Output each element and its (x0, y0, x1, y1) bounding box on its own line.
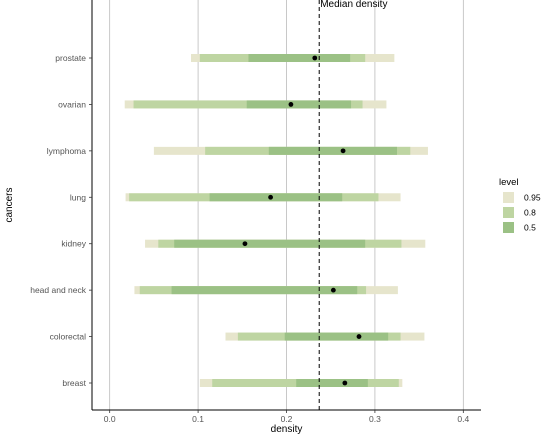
interval-ovarian-0.5 (246, 100, 352, 109)
x-axis-title: density (271, 424, 303, 435)
median-reference-label: Median density (320, 0, 387, 10)
median-point-breast (342, 380, 348, 386)
x-tick-label-2: 0.2 (281, 414, 293, 424)
legend-items: 0.95 0.8 0.5 (503, 192, 541, 233)
interval-breast-0.5 (296, 379, 368, 387)
y-tick-label-lung: lung (70, 192, 86, 202)
median-point-head-and-neck (330, 287, 336, 293)
y-tick-label-prostate: prostate (55, 53, 86, 63)
x-tick-labels: 0.0 0.1 0.2 0.3 0.4 (104, 414, 470, 424)
y-tick-label-colorectal: colorectal (50, 332, 86, 342)
y-tick-label-breast: breast (62, 378, 86, 388)
legend-label-0.5: 0.5 (524, 223, 536, 233)
legend-swatch-0.95 (503, 192, 514, 203)
median-point-colorectal (356, 334, 362, 339)
y-tick-label-head-and-neck: head and neck (30, 285, 87, 295)
interval-lymphoma-0.5 (268, 146, 398, 155)
median-point-lung (268, 194, 273, 200)
interval-lung-0.5 (209, 193, 343, 202)
y-tick-labels: breast colorectal head and neck kidney lung l… (30, 53, 87, 388)
x-tick-label-4: 0.4 (457, 414, 469, 424)
legend-title: level (499, 177, 519, 188)
median-points (242, 55, 362, 386)
legend: level 0.95 0.8 0.5 (499, 177, 541, 233)
median-point-ovarian (288, 102, 294, 107)
legend-label-0.95: 0.95 (524, 193, 541, 203)
interval-bars (124, 54, 428, 387)
y-tick-label-lymphoma: lymphoma (47, 146, 86, 156)
y-tick-label-kidney: kidney (61, 239, 86, 249)
legend-label-0.8: 0.8 (524, 208, 536, 218)
x-tick-label-3: 0.3 (369, 414, 381, 424)
axes (89, 0, 481, 413)
x-tick-label-0: 0.0 (104, 414, 116, 424)
legend-swatch-0.8 (503, 207, 514, 218)
y-axis-title: cancers (4, 187, 15, 222)
legend-swatch-0.5 (503, 222, 514, 233)
interval-kidney-0.5 (174, 239, 366, 248)
y-tick-label-ovarian: ovarian (58, 99, 86, 109)
grid-lines (109, 0, 464, 410)
interval-head-and-neck-0.5 (171, 286, 358, 295)
median-point-prostate (312, 55, 318, 61)
interval-prostate-0.5 (248, 54, 351, 62)
median-point-kidney (242, 241, 248, 247)
interval-colorectal-0.5 (284, 332, 389, 341)
median-point-lymphoma (340, 148, 346, 154)
x-tick-label-1: 0.1 (192, 414, 204, 424)
